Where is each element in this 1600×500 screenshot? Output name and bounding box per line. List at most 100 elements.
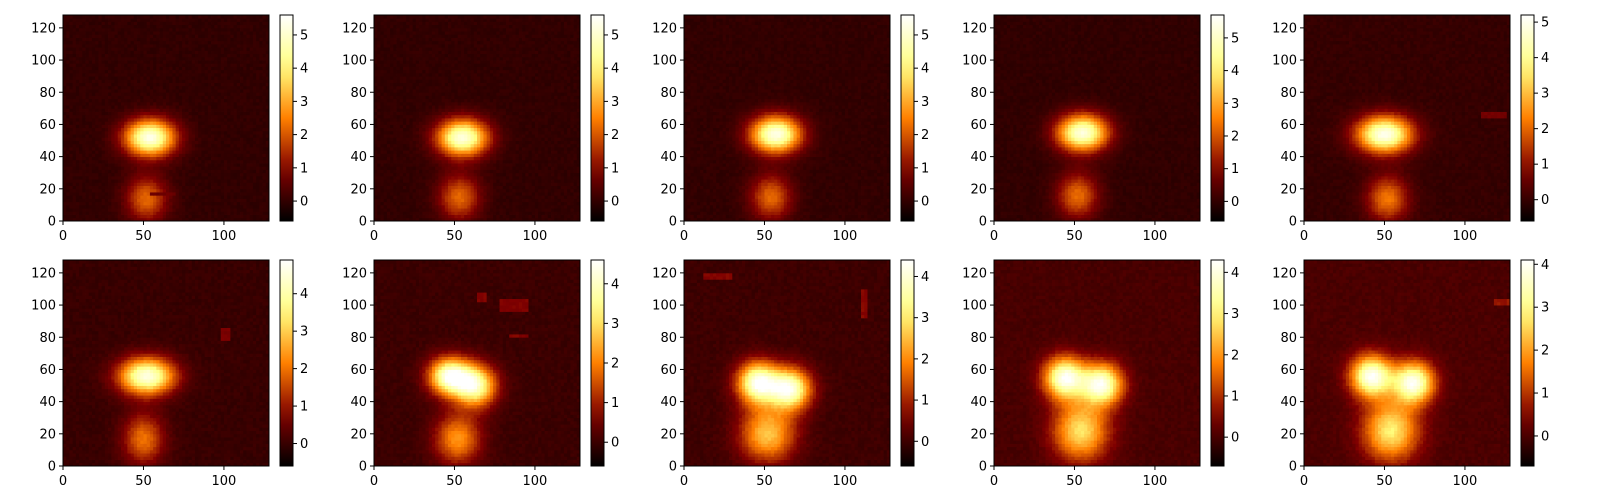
colorbar-tick-label: 2 [300,128,308,143]
colorbar-tick-label: 2 [921,128,929,143]
x-tick-label: 50 [1376,229,1393,244]
y-tick-label: 20 [39,427,56,442]
colorbar-tick-label: 3 [921,95,929,110]
y-tick-label: 100 [1272,299,1297,314]
y-tick-label: 40 [350,150,367,165]
heatmap-image [684,15,891,222]
y-tick-label: 60 [660,118,677,133]
y-tick-label: 80 [1280,86,1297,101]
y-tick-label: 60 [39,118,56,133]
axes-frame [1303,259,1511,467]
y-tick-label: 100 [962,54,987,69]
y-tick-label: 100 [652,299,677,314]
colorbar-tick-label: 4 [921,62,929,77]
y-tick-label: 80 [970,331,987,346]
y-tick-label: 40 [39,395,56,410]
x-tick-label: 50 [1376,474,1393,489]
x-tick-label: 50 [756,229,773,244]
colorbar-tick-label: 0 [300,437,308,452]
colorbar-tick-label: 3 [300,95,308,110]
y-tick-label: 0 [669,460,677,475]
x-tick-label: 50 [446,474,463,489]
y-tick-label: 80 [39,331,56,346]
y-tick-label: 80 [350,86,367,101]
y-tick-label: 20 [660,182,677,197]
y-tick-label: 60 [350,118,367,133]
y-tick-label: 120 [342,21,367,36]
y-tick-label: 120 [31,266,56,281]
x-tick-label: 50 [135,229,152,244]
y-tick-label: 0 [359,460,367,475]
colorbar [279,14,294,222]
y-tick-label: 40 [1280,150,1297,165]
heatmap-panel-4: 0 50 100 0 20 40 60 80 100 120 0 1 2 3 4 5 [962,14,1239,244]
colorbar-tick-label: 2 [1541,122,1549,137]
y-tick-label: 20 [660,427,677,442]
y-tick-label: 60 [970,118,987,133]
heatmap-panel-6: 0 50 100 0 20 40 60 80 100 120 0 1 2 3 4 [31,259,308,489]
colorbar-tick-label: 3 [611,95,619,110]
y-tick-label: 0 [48,215,56,230]
heatmap-image [994,15,1201,222]
x-tick-label: 50 [446,229,463,244]
colorbar-tick-label: 2 [1231,129,1239,144]
axes-frame [993,14,1201,222]
y-tick-label: 60 [350,363,367,378]
x-tick-label: 100 [833,474,858,489]
y-tick-label: 60 [660,363,677,378]
x-tick-label: 100 [1143,229,1168,244]
y-tick-label: 120 [652,21,677,36]
colorbar [279,259,294,467]
y-tick-label: 40 [39,150,56,165]
y-tick-label: 60 [39,363,56,378]
y-tick-label: 0 [1289,215,1297,230]
y-tick-label: 80 [39,86,56,101]
colorbar-tick-label: 1 [300,400,308,415]
heatmap-panel-1: 0 50 100 0 20 40 60 80 100 120 0 1 2 3 4 5 [31,14,308,244]
colorbar-tick-label: 1 [611,161,619,176]
colorbar-tick-label: 3 [1541,301,1549,316]
y-tick-label: 80 [1280,331,1297,346]
y-tick-label: 0 [669,215,677,230]
colorbar-tick-label: 5 [1541,16,1549,31]
x-tick-label: 100 [1453,474,1478,489]
colorbar-tick-label: 1 [300,161,308,176]
colorbar-tick-label: 5 [611,28,619,43]
y-tick-label: 120 [1272,21,1297,36]
y-tick-label: 120 [31,21,56,36]
heatmap-panel-5: 0 50 100 0 20 40 60 80 100 120 0 1 2 3 4 5 [1272,14,1549,244]
y-tick-label: 0 [979,460,987,475]
x-tick-label: 0 [1300,229,1308,244]
axes-frame [993,259,1201,467]
heatmap-image [994,260,1201,467]
y-tick-label: 80 [660,331,677,346]
y-tick-label: 100 [31,54,56,69]
axes-frame [62,14,270,222]
colorbar-tick-label: 4 [1541,51,1549,66]
colorbar-tick-label: 3 [1541,87,1549,102]
y-tick-label: 40 [350,395,367,410]
colorbar-tick-label: 5 [1231,31,1239,46]
axes-frame [373,259,581,467]
y-tick-label: 20 [970,182,987,197]
x-tick-label: 100 [212,229,237,244]
axes-frame [373,14,581,222]
axes-frame [1303,14,1511,222]
heatmap-image [63,260,270,467]
x-tick-label: 50 [1066,474,1083,489]
y-tick-label: 0 [1289,460,1297,475]
heatmap-image [374,260,581,467]
x-tick-label: 100 [212,474,237,489]
colorbar-tick-label: 5 [921,28,929,43]
y-tick-label: 100 [962,299,987,314]
colorbar-tick-label: 4 [300,62,308,77]
colorbar-tick-label: 4 [1231,64,1239,79]
y-tick-label: 120 [1272,266,1297,281]
heatmap-panel-8: 0 50 100 0 20 40 60 80 100 120 0 1 2 3 4 [652,259,929,489]
colorbar-tick-label: 3 [1231,307,1239,322]
y-tick-label: 0 [48,460,56,475]
colorbar-tick-label: 0 [921,195,929,210]
colorbar-tick-label: 0 [1541,429,1549,444]
axes-frame [62,259,270,467]
